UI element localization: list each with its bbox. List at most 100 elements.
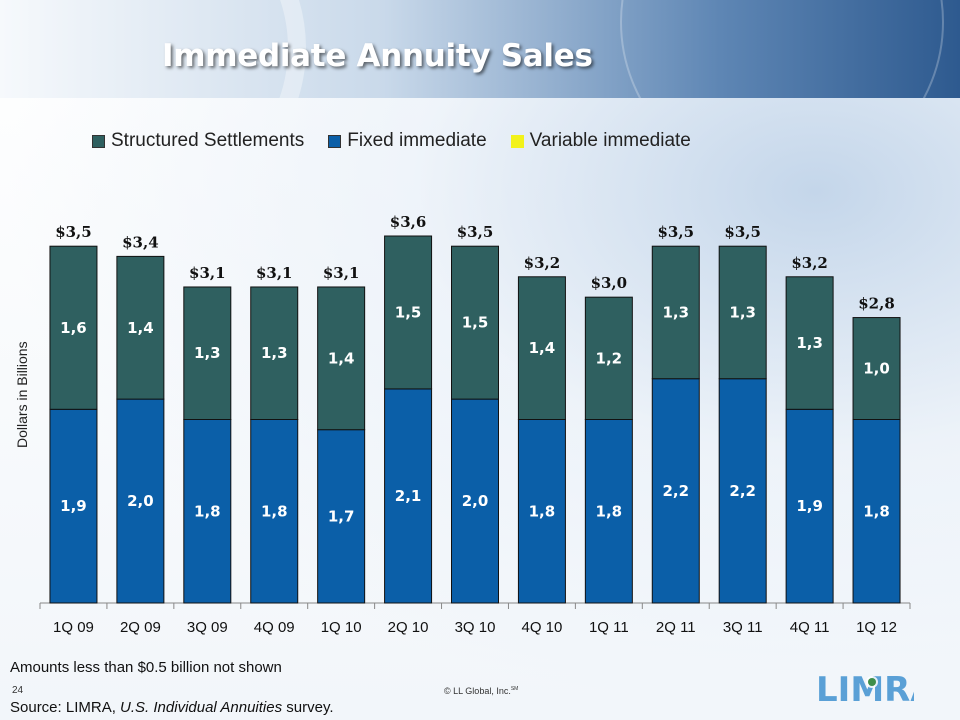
- x-tick-label: 4Q 09: [254, 619, 295, 636]
- bar-fixed-immediate: [718, 378, 767, 604]
- bar-structured-settlements: [384, 235, 433, 390]
- page-number: 24: [12, 685, 24, 696]
- title-banner: [0, 0, 960, 98]
- footnote: Amounts less than $0.5 billion not shown: [10, 659, 282, 676]
- limra-logo: LIMRA: [816, 670, 914, 706]
- x-tick-label: 3Q 10: [455, 619, 496, 636]
- x-tick-label: 2Q 11: [656, 619, 696, 636]
- bar-structured-settlements: [651, 245, 700, 380]
- data-label-fixed: 1,8: [529, 502, 556, 520]
- legend-item-structured: Structured Settlements: [92, 130, 304, 152]
- x-tick-label: 2Q 09: [120, 619, 161, 636]
- bar-structured-settlements: [250, 286, 299, 420]
- data-label-structured: 1,0: [863, 360, 890, 378]
- bar-structured-settlements: [451, 245, 499, 400]
- bar-fixed-immediate: [517, 419, 566, 604]
- x-tick-label: 1Q 12: [856, 619, 897, 636]
- data-label-fixed: 2,1: [395, 487, 422, 505]
- legend-swatch-fixed: [328, 134, 342, 148]
- source-prefix: Source: LIMRA,: [10, 699, 121, 716]
- x-tick-label: 4Q 10: [521, 619, 562, 636]
- data-label-fixed: 1,9: [60, 497, 87, 515]
- data-label-total: $3,5: [457, 223, 494, 241]
- data-label-fixed: 1,9: [796, 497, 823, 515]
- data-label-total: $3,1: [189, 264, 226, 282]
- legend-label-fixed: Fixed immediate: [347, 130, 487, 151]
- data-label-structured: 1,3: [729, 303, 756, 321]
- bar-structured-settlements: [718, 245, 767, 380]
- data-label-structured: 1,5: [395, 303, 422, 321]
- data-label-total: $3,5: [724, 223, 761, 241]
- data-label-total: $3,6: [390, 213, 427, 231]
- x-tick-label: 3Q 09: [187, 619, 228, 636]
- copyright-text: © LL Global, Inc.SM: [444, 686, 518, 696]
- data-label-total: $3,5: [55, 223, 92, 241]
- x-tick-label: 1Q 09: [53, 619, 94, 636]
- data-label-total: $3,1: [256, 264, 293, 282]
- bar-structured-settlements: [584, 296, 633, 420]
- x-tick-label: 1Q 11: [589, 619, 629, 636]
- data-label-structured: 1,4: [127, 319, 154, 337]
- bar-structured-settlements: [517, 276, 566, 420]
- bar-fixed-immediate: [651, 378, 700, 604]
- data-label-structured: 1,4: [529, 339, 556, 357]
- bar-structured-settlements: [183, 286, 232, 420]
- data-label-structured: 1,5: [462, 314, 489, 332]
- data-label-structured: 1,2: [596, 349, 623, 367]
- legend-label-variable: Variable immediate: [529, 130, 691, 151]
- data-label-fixed: 2,0: [127, 492, 154, 510]
- bar-structured-settlements: [852, 317, 901, 420]
- x-tick-label: 3Q 11: [723, 619, 763, 636]
- x-tick-label: 2Q 10: [388, 619, 429, 636]
- bar-structured-settlements: [785, 276, 834, 410]
- limra-logo-text: LIMRA: [816, 670, 914, 706]
- data-label-fixed: 2,2: [729, 482, 756, 500]
- source-suffix: survey.: [282, 699, 334, 716]
- logo-globe-inner-icon: [868, 678, 876, 686]
- legend-swatch-structured: [92, 134, 105, 148]
- data-label-total: $3,2: [791, 254, 828, 272]
- bar-fixed-immediate: [852, 419, 901, 604]
- data-label-fixed: 1,8: [261, 502, 288, 520]
- service-mark: SM: [510, 686, 519, 692]
- data-label-total: $2,8: [858, 295, 895, 313]
- x-tick-label: 4Q 11: [790, 619, 830, 636]
- data-label-structured: 1,3: [796, 334, 823, 352]
- page-title: Immediate Annuity Sales: [162, 38, 593, 74]
- bar-structured-settlements: [116, 255, 165, 400]
- bar-fixed-immediate: [785, 408, 834, 604]
- legend-item-variable: Variable immediate: [510, 130, 691, 152]
- data-label-structured: 1,6: [60, 319, 87, 337]
- decorative-ring: [0, 0, 306, 98]
- bar-fixed-immediate: [584, 419, 633, 604]
- legend-label-structured: Structured Settlements: [111, 130, 305, 151]
- data-label-total: $3,2: [524, 254, 561, 272]
- x-tick-label: 1Q 10: [321, 619, 362, 636]
- bar-fixed-immediate: [384, 388, 433, 604]
- data-label-fixed: 1,8: [194, 502, 221, 520]
- data-label-fixed: 1,8: [596, 502, 623, 520]
- legend-swatch-variable: [510, 134, 524, 148]
- data-label-total: $3,5: [657, 223, 694, 241]
- data-label-total: $3,4: [122, 233, 159, 251]
- source-citation: Source: LIMRA, U.S. Individual Annuities…: [10, 699, 334, 716]
- data-label-structured: 1,4: [328, 349, 355, 367]
- data-label-total: $3,0: [591, 274, 628, 292]
- data-label-fixed: 2,2: [662, 482, 689, 500]
- data-label-fixed: 1,7: [328, 507, 355, 525]
- bar-fixed-immediate: [451, 398, 499, 604]
- data-label-structured: 1,3: [662, 303, 689, 321]
- legend-item-fixed: Fixed immediate: [328, 130, 487, 152]
- copyright-label: © LL Global, Inc.: [444, 686, 511, 696]
- data-label-structured: 1,3: [261, 344, 288, 362]
- data-label-total: $3,1: [323, 264, 360, 282]
- bar-structured-settlements: [49, 245, 98, 410]
- chart-legend: Structured Settlements Fixed immediate V…: [92, 130, 691, 152]
- source-title: U.S. Individual Annuities: [120, 699, 283, 716]
- data-label-structured: 1,3: [194, 344, 221, 362]
- bar-fixed-immediate: [250, 419, 299, 604]
- data-label-fixed: 2,0: [462, 492, 489, 510]
- data-label-fixed: 1,8: [863, 502, 890, 520]
- bar-structured-settlements: [317, 286, 366, 431]
